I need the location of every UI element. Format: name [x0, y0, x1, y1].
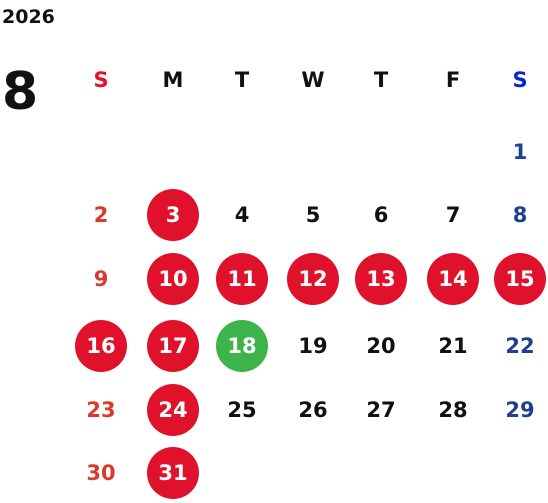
- day-number[interactable]: 29: [505, 398, 534, 422]
- day-number[interactable]: 26: [298, 398, 327, 422]
- day-number[interactable]: 22: [505, 334, 534, 358]
- day-highlight: [427, 253, 479, 305]
- weekday-label: M: [163, 68, 184, 92]
- day-number[interactable]: 27: [366, 398, 395, 422]
- day-number[interactable]: 2: [94, 203, 109, 227]
- day-number[interactable]: 30: [86, 461, 115, 485]
- day-number[interactable]: 10: [158, 267, 187, 291]
- day-highlight: [494, 253, 546, 305]
- day-number[interactable]: 4: [235, 203, 250, 227]
- day-number[interactable]: 1: [513, 140, 528, 164]
- day-number[interactable]: 15: [505, 267, 534, 291]
- day-highlight: [355, 253, 407, 305]
- day-number[interactable]: 7: [446, 203, 461, 227]
- day-number[interactable]: 18: [227, 334, 256, 358]
- day-number[interactable]: 21: [438, 334, 467, 358]
- day-number[interactable]: 19: [298, 334, 327, 358]
- day-highlight: [147, 320, 199, 372]
- day-number[interactable]: 6: [374, 203, 389, 227]
- day-number[interactable]: 28: [438, 398, 467, 422]
- day-number[interactable]: 17: [158, 334, 187, 358]
- month: 8: [2, 62, 38, 122]
- day-number[interactable]: 11: [227, 267, 256, 291]
- day-number[interactable]: 20: [366, 334, 395, 358]
- day-highlight: [147, 384, 199, 436]
- day-highlight: [147, 447, 199, 499]
- day-highlight: [147, 253, 199, 305]
- weekday-label: S: [512, 68, 527, 92]
- day-number[interactable]: 16: [86, 334, 115, 358]
- day-number[interactable]: 31: [158, 461, 187, 485]
- weekday-label: W: [301, 68, 324, 92]
- weekday-label: T: [374, 68, 389, 92]
- day-highlight: [216, 320, 268, 372]
- day-number[interactable]: 14: [438, 267, 467, 291]
- day-highlight: [287, 253, 339, 305]
- weekday-label: T: [235, 68, 250, 92]
- day-number[interactable]: 8: [513, 203, 528, 227]
- day-number[interactable]: 3: [166, 203, 181, 227]
- day-highlight: [147, 189, 199, 241]
- day-number[interactable]: 23: [86, 398, 115, 422]
- year: 2026: [2, 6, 55, 28]
- day-highlight: [216, 253, 268, 305]
- day-number[interactable]: 12: [298, 267, 327, 291]
- weekday-label: S: [93, 68, 108, 92]
- day-number[interactable]: 25: [227, 398, 256, 422]
- day-number[interactable]: 5: [306, 203, 321, 227]
- day-highlight: [75, 320, 127, 372]
- day-number[interactable]: 9: [94, 267, 109, 291]
- weekday-label: F: [446, 68, 460, 92]
- day-number[interactable]: 24: [158, 398, 187, 422]
- day-number[interactable]: 13: [366, 267, 395, 291]
